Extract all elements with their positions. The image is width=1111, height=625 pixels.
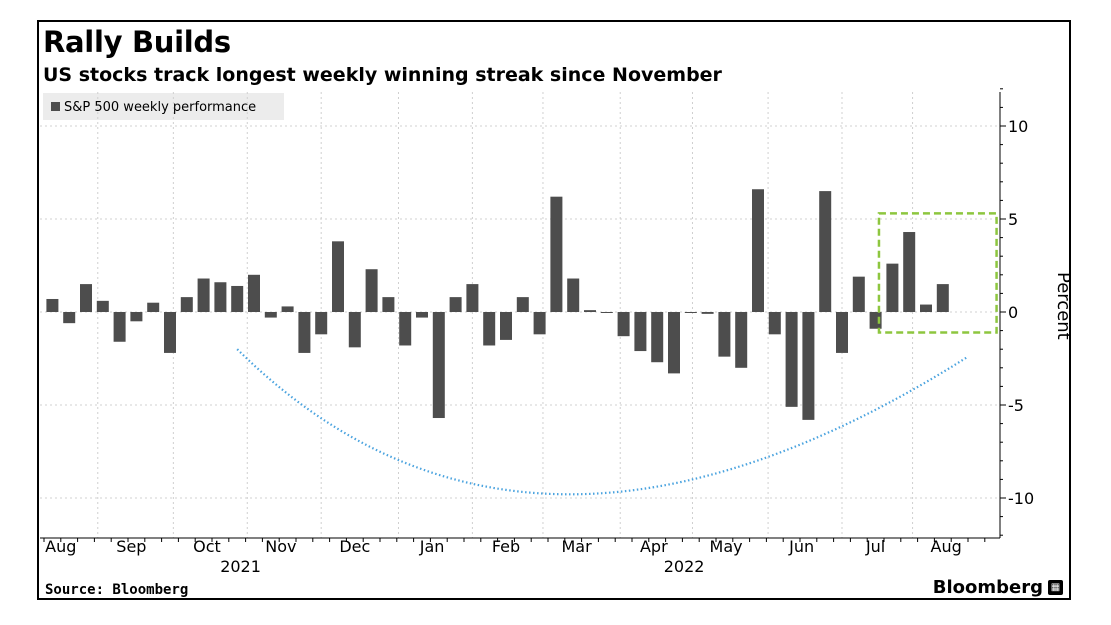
- bar: [852, 276, 865, 312]
- bar: [567, 278, 580, 312]
- highlight-box: [877, 212, 998, 334]
- bar: [248, 274, 260, 312]
- x-year-label: 2021: [220, 557, 261, 576]
- bar: [197, 278, 210, 312]
- chart-frame: S&P 500 weekly performance 10 5 0 -5 -10 Perce…: [37, 20, 1071, 600]
- bar: [365, 269, 378, 312]
- bar: [819, 191, 832, 312]
- bar: [634, 312, 647, 352]
- y-axis-label: Percent: [1053, 272, 1069, 340]
- bar: [886, 263, 899, 312]
- chart-title: Rally Builds: [43, 25, 231, 59]
- y-tick-label: -5: [1008, 396, 1024, 415]
- bar: [500, 312, 512, 340]
- x-tick-label: Nov: [265, 537, 296, 556]
- legend-background: [43, 93, 284, 120]
- bar: [516, 297, 529, 312]
- bar: [416, 312, 428, 318]
- x-tick-label: Dec: [339, 537, 370, 556]
- bar: [264, 312, 277, 318]
- bar: [600, 312, 613, 313]
- x-tick-label: Jan: [419, 537, 445, 556]
- bar: [617, 312, 630, 337]
- chart-subtitle: US stocks track longest weekly winning s…: [43, 64, 722, 86]
- x-tick-label: Oct: [193, 537, 221, 556]
- bar: [399, 312, 412, 346]
- bar: [651, 312, 664, 363]
- bar: [836, 312, 848, 353]
- chart: S&P 500 weekly performance 10 5 0 -5 -10 Perce…: [40, 88, 1069, 576]
- x-tick-label: May: [710, 537, 743, 556]
- bar: [936, 284, 949, 312]
- bar: [869, 312, 882, 329]
- bar: [466, 284, 479, 312]
- x-tick-label: Sep: [116, 537, 146, 556]
- x-tick-label: Aug: [45, 537, 76, 556]
- brand-name: Bloomberg: [932, 577, 1043, 598]
- bar: [96, 300, 109, 312]
- bar: [668, 312, 680, 374]
- bar: [701, 312, 714, 314]
- bar: [348, 312, 361, 348]
- bar: [113, 312, 126, 342]
- y-tick-label: 0: [1008, 303, 1018, 322]
- bar: [164, 312, 176, 353]
- bar: [735, 312, 748, 368]
- x-tick-label: Aug: [931, 537, 962, 556]
- y-tick-label: -10: [1008, 489, 1034, 508]
- bar: [130, 312, 143, 322]
- bar: [298, 312, 311, 353]
- terminal-icon: ▦: [1048, 580, 1063, 595]
- bar: [718, 312, 731, 357]
- legend: S&P 500 weekly performance: [43, 93, 284, 120]
- bar: [231, 285, 244, 312]
- x-tick-label: Jun: [788, 537, 814, 556]
- bloomberg-logo: Bloomberg ▦: [933, 577, 1063, 598]
- bar: [315, 312, 328, 335]
- x-tick-label: Mar: [561, 537, 592, 556]
- trend-arc: [236, 348, 969, 496]
- bar: [550, 196, 563, 312]
- y-tick-label: 10: [1008, 117, 1028, 136]
- bar: [432, 312, 445, 419]
- bar: [684, 312, 697, 313]
- bar: [903, 232, 916, 312]
- y-tick-label: 5: [1008, 210, 1018, 229]
- bar: [920, 304, 932, 312]
- bar: [785, 312, 798, 407]
- bar: [332, 241, 344, 312]
- bar: [449, 297, 462, 312]
- x-tick-label: Jul: [865, 537, 885, 556]
- bar: [180, 297, 193, 312]
- bar: [768, 312, 781, 335]
- bar: [483, 312, 496, 346]
- x-tick-label: Apr: [640, 537, 668, 556]
- bar: [752, 189, 764, 312]
- bar: [584, 310, 596, 312]
- x-year-label: 2022: [664, 557, 705, 576]
- bar: [382, 297, 395, 312]
- bar: [533, 312, 546, 335]
- bar: [147, 302, 160, 312]
- legend-label: S&P 500 weekly performance: [64, 100, 256, 115]
- bar: [214, 282, 227, 312]
- bar: [80, 284, 92, 312]
- bar: [281, 306, 294, 312]
- legend-swatch: [51, 102, 60, 111]
- x-tick-label: Feb: [492, 537, 520, 556]
- bar: [802, 312, 815, 420]
- bar: [63, 312, 76, 324]
- source-note: Source: Bloomberg: [45, 582, 189, 598]
- bar: [46, 298, 59, 312]
